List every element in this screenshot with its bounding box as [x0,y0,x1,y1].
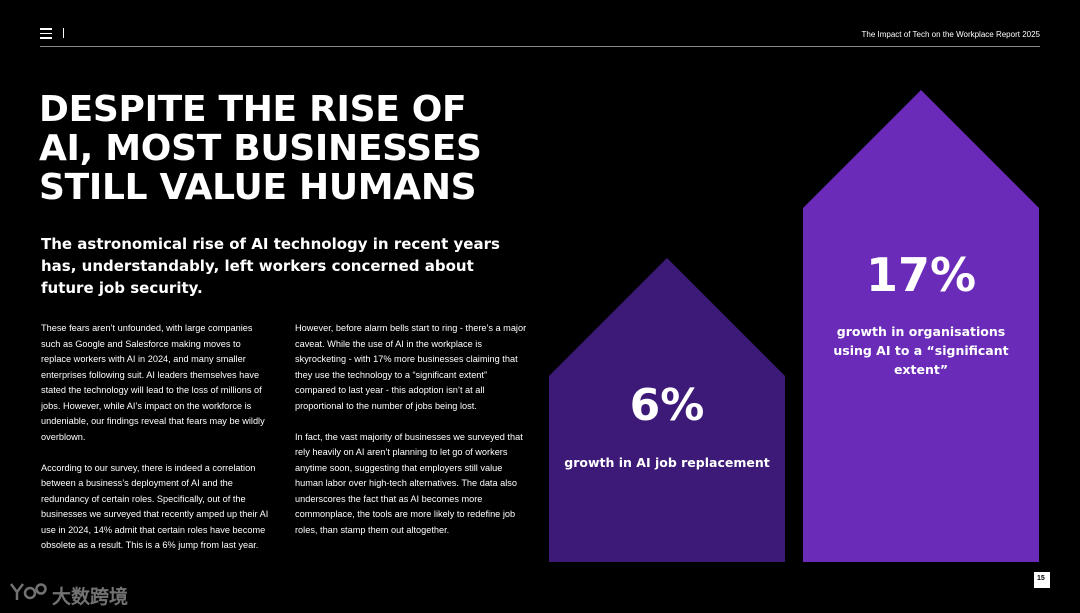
headline-line-3: STILL VALUE HUMANS [39,167,477,208]
stat-value-small: 6% [629,380,705,431]
stat-caption-large: growth in organisations using AI to a “s… [833,324,1009,377]
body-column-2: However, before alarm bells start to rin… [295,321,527,554]
headline-line-1: DESPITE THE RISE OF [39,89,467,130]
watermark: 大数跨境 [8,578,148,608]
top-bar: The Impact of Tech on the Workplace Repo… [40,26,1040,46]
stat-value-large: 17% [865,248,977,302]
body-column-1: These fears aren’t unfounded, with large… [41,321,273,569]
lead-paragraph: The astronomical rise of AI technology i… [41,235,500,297]
page-number-box [1034,572,1050,588]
column1-paragraph-2: According to our survey, there is indeed… [41,462,269,551]
stat-caption-small: growth in AI job replacement [564,455,770,470]
hamburger-menu-icon[interactable] [40,28,52,39]
page-headline: DESPITE THE RISE OF AI, MOST BUSINESSES … [39,90,519,207]
headline-line-2: AI, MOST BUSINESSES [39,128,482,169]
column1-paragraph-1: These fears aren’t unfounded, with large… [41,323,265,442]
report-title: The Impact of Tech on the Workplace Repo… [861,30,1040,39]
divider-tick [63,28,64,38]
column2-paragraph-1: However, before alarm bells start to rin… [295,323,527,411]
stat-house-large: 17% growth in organisations using AI to … [803,90,1039,562]
header-rule [40,46,1040,47]
ybb-logo-icon [10,583,47,600]
page-number: 15 [1034,572,1054,590]
column2-paragraph-2: In fact, the vast majority of businesses… [295,431,523,535]
house-shape-large [803,90,1039,562]
page-number-text: 15 [1037,575,1045,582]
stat-house-small: 6% growth in AI job replacement [549,258,785,562]
watermark-text: 大数跨境 [52,586,129,608]
house-shape-small [549,258,785,562]
